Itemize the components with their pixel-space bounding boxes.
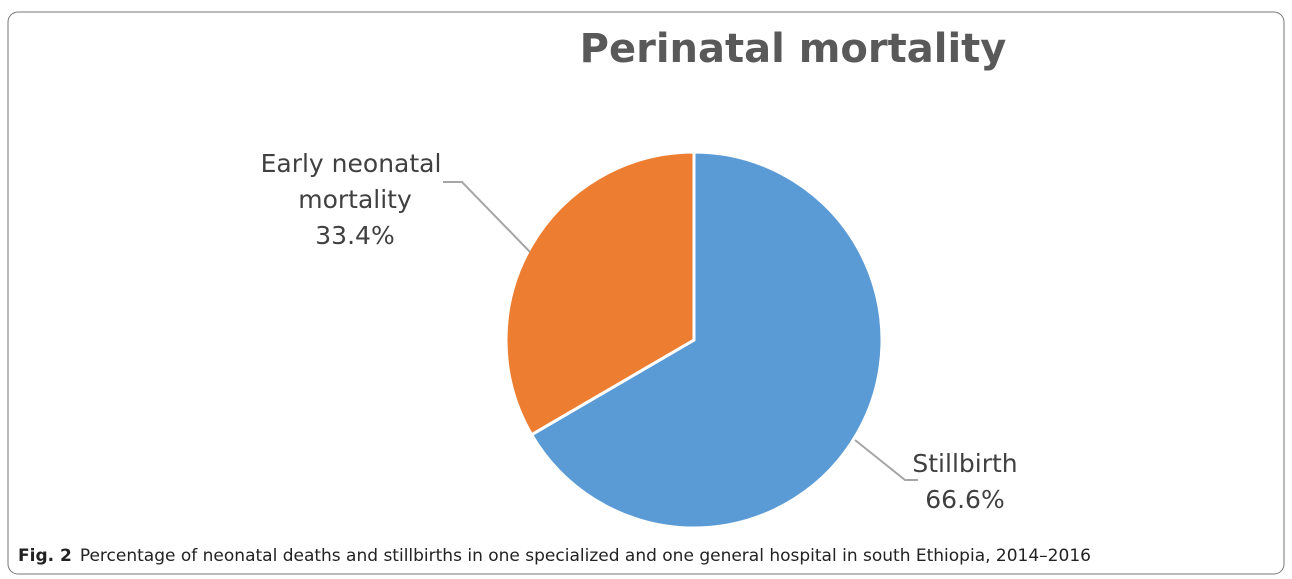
category-label: Early neonatal mortality [261,149,450,214]
caption-text: Percentage of neonatal deaths and stillb… [80,546,1091,566]
category-label: Stillbirth [912,449,1017,478]
caption: Fig. 2 Percentage of neonatal deaths and … [18,546,1091,566]
leader-line [854,439,918,481]
chart-title: Perinatal mortality [580,26,1007,72]
label-line: Early neonatal [261,149,450,178]
value-label: 66.6% [925,485,1004,514]
caption-label: Fig. 2 [18,546,72,566]
value-label: 33.4% [315,221,394,250]
label-line: mortality [298,185,412,214]
pie-slice [529,150,884,530]
leader-line [443,181,531,253]
pie-slice [504,150,696,437]
frame [7,11,1285,575]
